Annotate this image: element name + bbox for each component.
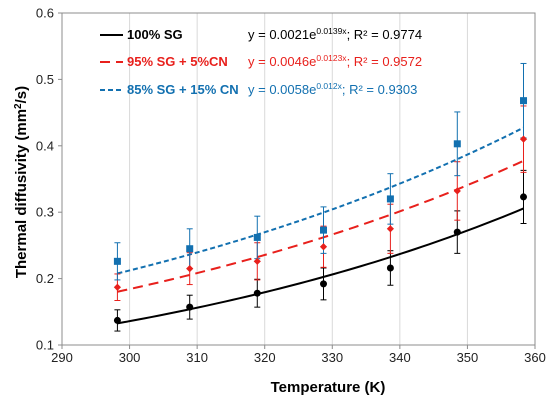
fit-curve-series-1 [117, 207, 524, 325]
y-axis-title-superscript: 2 [13, 103, 24, 109]
y-axis-title-end: /s) [13, 86, 30, 104]
fit-equation-r-squared: ; R² = 0.9303 [342, 82, 418, 97]
fit-equation-exponent: 0.0123x [316, 53, 347, 63]
x-tick-label: 320 [254, 350, 276, 365]
data-point-series-3 [453, 140, 461, 148]
data-point-series-1 [186, 303, 194, 311]
x-tick-label: 300 [119, 350, 141, 365]
fit-equation-base: y = 0.0058e [248, 82, 316, 97]
x-tick-label: 290 [51, 350, 73, 365]
fit-equation-exponent: 0.0139x [316, 26, 347, 36]
data-markers [113, 97, 528, 324]
y-tick-label: 0.5 [36, 72, 54, 87]
data-point-series-1 [453, 228, 461, 236]
data-point-series-1 [386, 264, 394, 272]
fit-curve-series-3 [117, 126, 524, 275]
x-tick-label: 350 [457, 350, 479, 365]
data-point-series-2 [113, 283, 122, 291]
y-tick-label: 0.4 [36, 138, 54, 153]
legend-item-series-2: 95% SG + 5%CN y = 0.0046e0.0123x; R² = 0.… [100, 53, 422, 69]
x-tick-label: 340 [389, 350, 411, 365]
fit-equation-base: y = 0.0046e [248, 54, 316, 69]
y-tick-label: 0.1 [36, 338, 54, 353]
fit-equation: y = 0.0046e0.0123x; R² = 0.9572 [248, 53, 422, 69]
data-point-series-3 [320, 226, 328, 234]
data-point-series-1 [113, 316, 121, 324]
y-tick-label: 0.6 [36, 6, 54, 21]
fit-curves [117, 126, 524, 325]
data-point-series-3 [520, 97, 528, 105]
fit-equation: y = 0.0021e0.0139x; R² = 0.9774 [248, 26, 422, 42]
y-axis-title-main: Thermal diffusivity (mm [13, 109, 30, 278]
x-axis-title: Temperature (K) [271, 379, 386, 396]
data-point-series-3 [113, 257, 121, 265]
x-axis-ticks: 290 300 310 320 330 340 350 360 [51, 345, 546, 365]
fit-equation-base: y = 0.0021e [248, 27, 316, 42]
data-point-series-1 [253, 289, 261, 297]
error-bars [114, 62, 527, 332]
x-tick-label: 310 [186, 350, 208, 365]
data-point-series-2 [386, 225, 394, 233]
data-point-series-1 [320, 280, 328, 288]
data-point-series-2 [253, 257, 261, 265]
legend-item-series-1: 100% SG y = 0.0021e0.0139x; R² = 0.9774 [100, 26, 422, 42]
y-axis-title: Thermal diffusivity (mm2/s) [13, 86, 30, 278]
fit-curve-series-2 [117, 159, 524, 293]
y-tick-label: 0.3 [36, 205, 54, 220]
x-tick-label: 360 [524, 350, 546, 365]
fit-equation-r-squared: ; R² = 0.9774 [347, 27, 423, 42]
y-axis-ticks: 0.1 0.2 0.3 0.4 0.5 0.6 [36, 6, 62, 353]
data-point-series-1 [520, 193, 528, 201]
data-point-series-2 [453, 187, 461, 195]
data-point-series-3 [253, 233, 261, 241]
x-tick-label: 330 [321, 350, 343, 365]
y-tick-label: 0.2 [36, 271, 54, 286]
data-point-series-2 [186, 265, 194, 273]
fit-equation-r-squared: ; R² = 0.9572 [347, 54, 423, 69]
grid-lines [129, 13, 468, 345]
data-point-series-2 [319, 243, 328, 251]
legend-series-name: 95% SG + 5%CN [127, 54, 228, 69]
legend-series-name: 100% SG [127, 27, 183, 42]
plot-frame [61, 12, 536, 346]
legend-series-name: 85% SG + 15% CN [127, 82, 239, 97]
fit-equation-exponent: 0.012x [316, 81, 342, 91]
legend: 100% SG y = 0.0021e0.0139x; R² = 0.9774 95… [100, 26, 422, 97]
data-point-series-3 [386, 195, 394, 203]
fit-equation: y = 0.0058e0.012x; R² = 0.9303 [248, 81, 417, 97]
data-point-series-2 [519, 135, 528, 143]
data-point-series-3 [186, 245, 194, 253]
legend-item-series-3: 85% SG + 15% CN y = 0.0058e0.012x; R² = 0… [100, 81, 417, 97]
